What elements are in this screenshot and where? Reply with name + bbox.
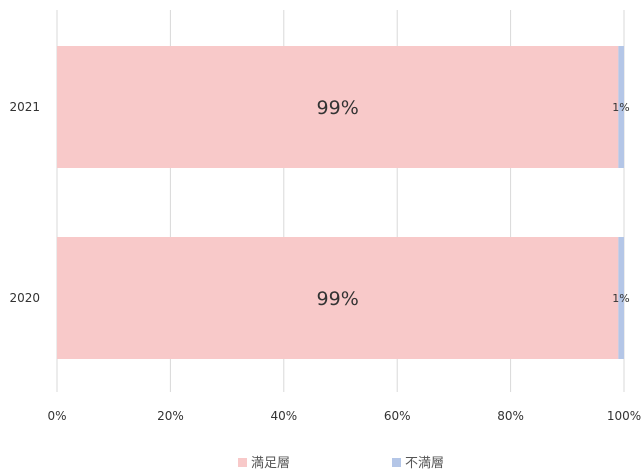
data-label: 1% bbox=[612, 292, 629, 305]
x-tick-label: 80% bbox=[497, 409, 524, 423]
x-tick-label: 20% bbox=[157, 409, 184, 423]
data-label: 1% bbox=[612, 101, 629, 114]
bar-satisfied-2021 bbox=[57, 46, 619, 168]
bar-dissatisfied-2021 bbox=[618, 46, 624, 168]
bar-satisfied-2020 bbox=[57, 237, 619, 359]
bars-group: 99% 1% 99% 1% bbox=[57, 46, 630, 359]
category-labels: 2021 2020 bbox=[9, 100, 40, 305]
x-axis-ticks: 0% 20% 40% 60% 80% 100% bbox=[47, 409, 641, 423]
legend-swatch bbox=[238, 458, 247, 467]
category-label: 2021 bbox=[9, 100, 40, 114]
legend: 満足層 不満層 bbox=[238, 456, 444, 471]
legend-swatch bbox=[392, 458, 401, 467]
legend-label: 不満層 bbox=[405, 456, 444, 471]
bar-dissatisfied-2020 bbox=[618, 237, 624, 359]
x-tick-label: 40% bbox=[270, 409, 297, 423]
data-label: 99% bbox=[317, 288, 359, 310]
category-label: 2020 bbox=[9, 291, 40, 305]
data-label: 99% bbox=[317, 97, 359, 119]
x-tick-label: 60% bbox=[384, 409, 411, 423]
legend-label: 満足層 bbox=[251, 456, 290, 471]
x-tick-label: 100% bbox=[607, 409, 641, 423]
x-tick-label: 0% bbox=[47, 409, 66, 423]
